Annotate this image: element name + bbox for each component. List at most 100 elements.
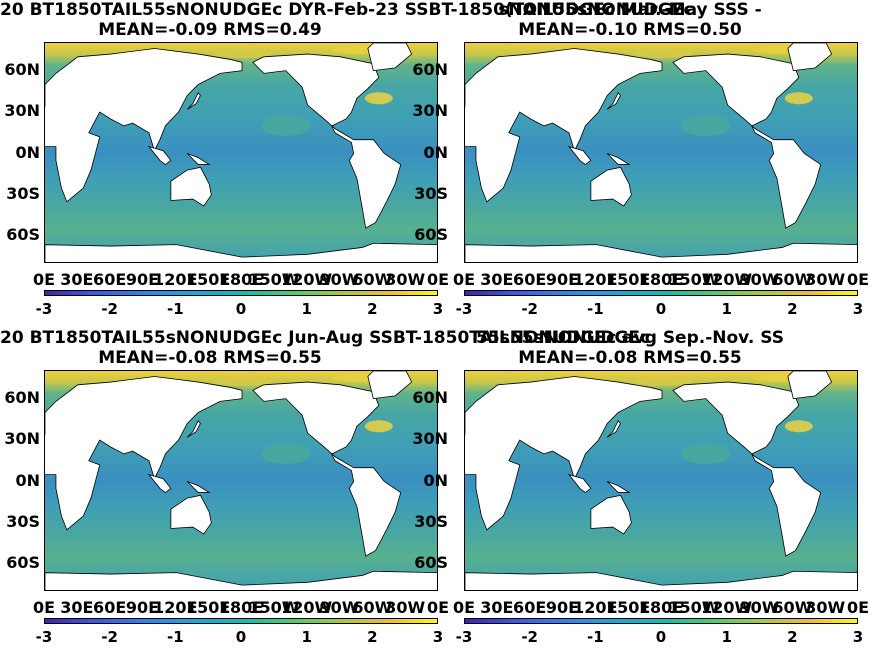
colorbar	[464, 618, 858, 624]
land-mass	[186, 419, 201, 438]
land-mass	[567, 473, 592, 494]
land-mass	[606, 419, 621, 438]
colorbar-tick-label: -3	[35, 300, 53, 318]
colorbar-tick-label: -3	[35, 628, 53, 646]
colorbar-tick-label: 3	[432, 300, 444, 318]
anomaly-patch	[212, 50, 272, 59]
land-mass	[787, 43, 833, 72]
map-svg	[465, 371, 857, 590]
panel-subtitle: MEAN=-0.10 RMS=0.50	[518, 20, 742, 40]
land-mass	[787, 371, 833, 400]
x-tick-label: 0E	[426, 598, 450, 617]
y-tick-label: 60S	[6, 553, 40, 573]
y-tick-label: 60S	[6, 225, 40, 245]
land-mass	[367, 371, 413, 400]
y-tick-label: 0N	[15, 142, 40, 162]
x-tick-label: 0E	[846, 270, 870, 289]
map-svg	[465, 43, 857, 262]
colorbar-tick-label: -2	[521, 628, 538, 646]
x-tick-label: 60W	[352, 598, 393, 617]
land-mass	[147, 473, 172, 494]
x-tick-label: 60E	[513, 598, 547, 617]
map-svg	[45, 43, 437, 262]
x-tick-label: 60W	[352, 270, 393, 289]
x-tick-label: 0E	[32, 598, 56, 617]
sss-anomaly-map	[464, 42, 858, 263]
x-tick-label: 60E	[93, 270, 127, 289]
anomaly-patch	[260, 443, 311, 464]
land-mass	[606, 481, 631, 493]
x-tick-label: 150E	[185, 598, 231, 617]
colorbar-tick-label: -1	[586, 628, 604, 646]
x-tick-label: 30W	[385, 270, 426, 289]
x-tick-label: 0E	[426, 270, 450, 289]
x-tick-label: 30E	[60, 598, 94, 617]
colorbar-tick-label: 1	[721, 300, 732, 318]
colorbar-tick-label: 2	[787, 300, 798, 318]
y-tick-label: 60S	[414, 225, 448, 245]
anomaly-patch	[260, 115, 311, 136]
sss-anomaly-map	[44, 370, 438, 591]
land-mass	[606, 153, 631, 165]
y-tick-label: 60S	[414, 553, 448, 573]
panel-title: 20 BT1850TAIL55sNONUDGEc Jun-Aug SSBT-18…	[0, 328, 651, 348]
land-mass	[252, 381, 402, 557]
colorbar-tick-label: 2	[787, 628, 798, 646]
x-tick-label: 180E	[218, 598, 264, 617]
anomaly-patch	[784, 92, 813, 105]
x-tick-label: 90E	[545, 598, 580, 617]
colorbar-tick-label: 0	[235, 300, 247, 318]
x-tick-label: 0E	[452, 598, 476, 617]
land-mass	[170, 494, 212, 535]
colorbar-tick-label: -2	[101, 300, 118, 318]
land-mass	[590, 494, 632, 535]
anomaly-patch	[680, 443, 731, 464]
x-tick-labels: 0E 30E 60E 90E 120E 150E 180E 150W 120W 90W 60W 30W…	[32, 270, 449, 290]
x-tick-labels: 0E 30E 60E 90E 120E 150E 180E 150W 120W 90W 60W 30W…	[452, 598, 869, 618]
panel-title: 55sNONUDGEc avg Sep.-Nov. SS	[476, 328, 784, 348]
colorbar-tick-label: 3	[432, 628, 444, 646]
x-tick-label: 90E	[125, 270, 160, 289]
colorbar	[44, 290, 438, 296]
panel-title: 20 BT1850TAIL55sNONUDGEc DYR-Feb-23 SSBT…	[0, 0, 694, 20]
land-mass	[672, 381, 822, 557]
x-tick-label: 150W	[248, 598, 300, 617]
x-tick-label: 90E	[125, 598, 160, 617]
colorbar	[464, 290, 858, 296]
colorbar-tick-label: -1	[166, 300, 184, 318]
panel-subtitle: MEAN=-0.09 RMS=0.49	[98, 20, 322, 40]
colorbar-tick-label: -2	[521, 300, 538, 318]
x-tick-label: 0E	[32, 270, 56, 289]
colorbar-tick-label: 3	[852, 300, 864, 318]
land-mass	[465, 570, 857, 590]
x-tick-label: 0E	[452, 270, 476, 289]
y-tick-label: 30S	[414, 183, 448, 203]
colorbar-tick-label: 0	[235, 628, 247, 646]
x-tick-label: 90W	[319, 598, 360, 617]
x-tick-label: 30E	[480, 598, 514, 617]
y-tick-label: 0N	[15, 470, 40, 490]
colorbar-tick-label: 3	[852, 628, 864, 646]
map-panel-2: sNONUDGEc Mar.-May SSS - MEAN=-0.10 RMS=0…	[412, 0, 869, 325]
x-tick-label: 30E	[480, 270, 514, 289]
land-mass	[590, 166, 632, 207]
colorbar-tick-label: 1	[721, 628, 732, 646]
colorbar-tick-label: 1	[301, 628, 312, 646]
x-tick-label: 120W	[281, 270, 333, 289]
anomaly-patch	[680, 115, 731, 136]
colorbar	[44, 618, 438, 624]
x-tick-label: 150E	[185, 270, 231, 289]
land-mass	[186, 481, 211, 493]
anomaly-patch	[784, 420, 813, 433]
y-tick-label: 60N	[4, 59, 40, 79]
y-tick-label: 60N	[412, 387, 448, 407]
land-mass	[465, 376, 663, 531]
y-tick-label: 30S	[414, 511, 448, 531]
x-tick-labels: 0E 30E 60E 90E 120E 150E 180E 150W 120W 90W 60W 30W…	[452, 270, 869, 290]
land-mass	[147, 145, 172, 166]
y-tick-label: 60N	[412, 59, 448, 79]
x-tick-label: 180E	[218, 270, 264, 289]
map-panel-4: 55sNONUDGEc avg Sep.-Nov. SS MEAN=-0.08 R…	[412, 328, 869, 653]
anomaly-patch	[364, 92, 393, 105]
x-tick-label: 120W	[701, 598, 753, 617]
